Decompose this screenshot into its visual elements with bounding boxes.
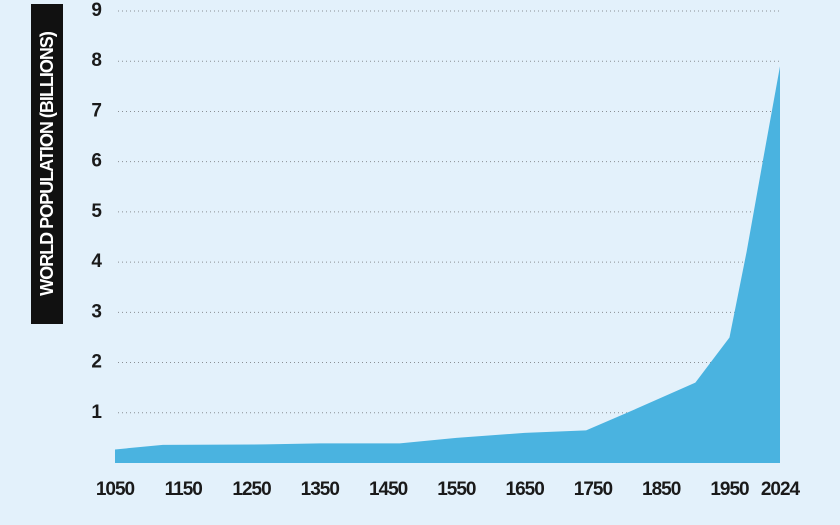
x-tick-label: 1750 [574,479,613,500]
y-label-box [31,4,63,324]
y-tick-label: 4 [91,251,102,272]
y-tick-label: 8 [91,50,101,71]
x-tick-label: 1550 [437,479,476,500]
x-tick-label: 1250 [232,479,271,500]
y-tick-label: 1 [91,402,102,423]
y-tick-label: 2 [91,352,101,373]
y-axis-label: WORLD POPULATION (BILLIONS) [37,31,57,296]
x-tick-label: 1350 [301,479,340,500]
y-tick-label: 6 [91,151,101,172]
y-tick-label: 3 [91,301,101,322]
y-tick-label: 9 [91,0,101,21]
x-tick-label: 2024 [761,479,801,500]
x-tick-label: 1150 [165,479,203,500]
area [115,66,780,463]
y-tick-label: 7 [91,100,101,121]
x-tick-label: 1850 [642,479,681,500]
x-tick-label: 1950 [710,479,749,500]
x-tick-label: 1050 [96,479,135,500]
x-tick-label: 1450 [369,479,408,500]
x-tick-label: 1650 [506,479,545,500]
y-tick-label: 5 [91,201,102,222]
